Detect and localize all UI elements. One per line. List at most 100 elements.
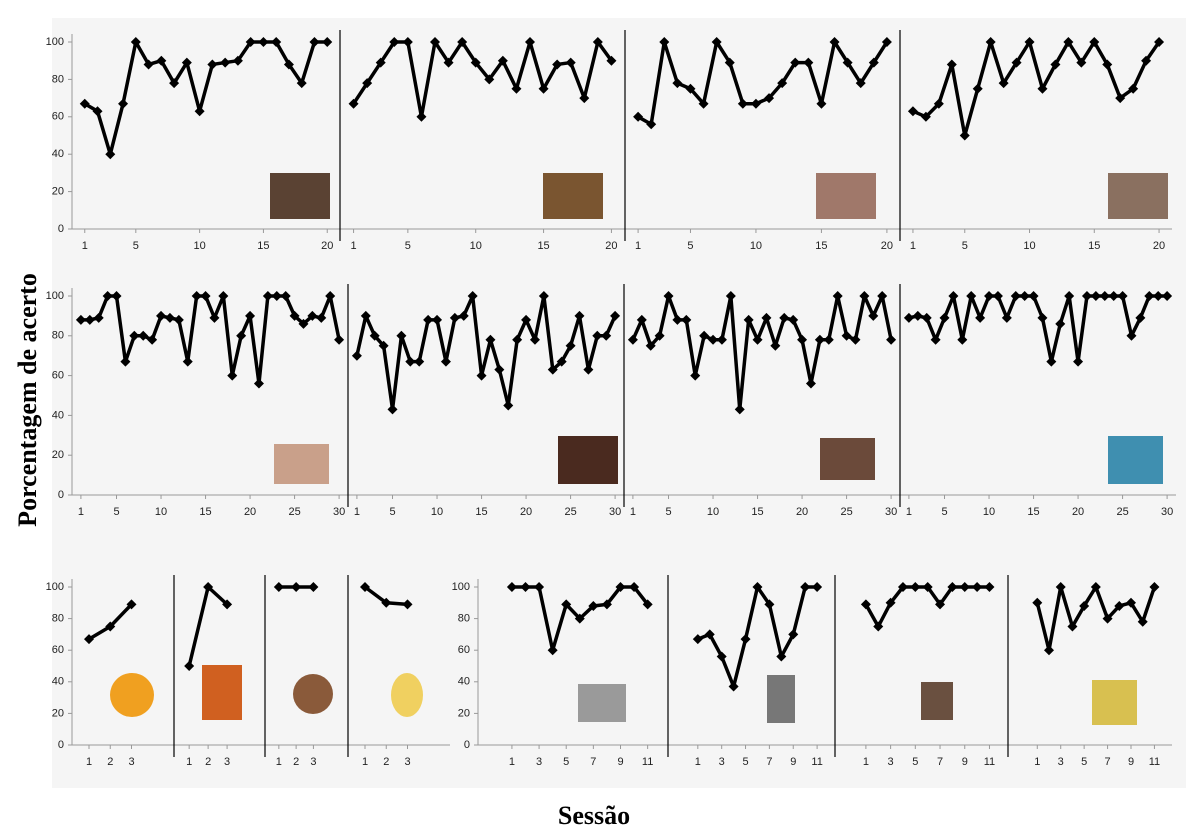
y-tick-label: 80	[52, 613, 64, 625]
x-tick-label: 30	[333, 506, 345, 518]
y-tick-label: 100	[46, 36, 64, 48]
photo	[293, 674, 333, 714]
y-tick-label: 40	[52, 676, 64, 688]
x-tick-label: 10	[750, 240, 762, 252]
x-tick-label: 5	[563, 756, 569, 768]
figure: Porcentagem de acerto Sessão 02040608010…	[0, 0, 1189, 835]
x-tick-label: 5	[687, 240, 693, 252]
x-tick-label: 7	[937, 756, 943, 768]
x-tick-label: 1	[82, 240, 88, 252]
x-tick-label: 20	[321, 240, 333, 252]
y-tick-label: 100	[452, 581, 470, 593]
x-tick-label: 9	[617, 756, 623, 768]
y-tick-label: 0	[58, 223, 64, 235]
y-tick-label: 40	[458, 676, 470, 688]
x-tick-label: 10	[155, 506, 167, 518]
x-tick-label: 2	[205, 756, 211, 768]
x-tick-label: 15	[1027, 506, 1039, 518]
x-tick-label: 5	[912, 756, 918, 768]
x-tick-label: 5	[389, 506, 395, 518]
x-tick-label: 5	[962, 240, 968, 252]
x-tick-label: 3	[536, 756, 542, 768]
x-tick-label: 15	[751, 506, 763, 518]
x-tick-label: 1	[362, 756, 368, 768]
photo	[202, 665, 242, 720]
x-tick-label: 11	[811, 756, 822, 768]
x-tick-label: 15	[257, 240, 269, 252]
x-tick-label: 5	[133, 240, 139, 252]
x-tick-label: 20	[605, 240, 617, 252]
x-tick-label: 20	[796, 506, 808, 518]
x-tick-label: 1	[78, 506, 84, 518]
y-tick-label: 0	[58, 489, 64, 501]
y-tick-label: 20	[52, 449, 64, 461]
x-tick-label: 15	[815, 240, 827, 252]
x-tick-label: 20	[1072, 506, 1084, 518]
y-tick-label: 20	[52, 186, 64, 198]
y-tick-label: 0	[58, 739, 64, 751]
x-tick-label: 30	[609, 506, 621, 518]
x-tick-label: 1	[509, 756, 515, 768]
x-tick-label: 5	[742, 756, 748, 768]
x-tick-label: 9	[962, 756, 968, 768]
x-tick-label: 9	[1128, 756, 1134, 768]
x-tick-label: 25	[1116, 506, 1128, 518]
x-tick-label: 1	[910, 240, 916, 252]
photo	[1092, 680, 1137, 725]
x-axis-label: Sessão	[558, 801, 630, 830]
x-tick-label: 11	[1149, 756, 1160, 768]
y-tick-label: 60	[458, 644, 470, 656]
x-tick-label: 1	[630, 506, 636, 518]
x-tick-label: 3	[404, 756, 410, 768]
x-tick-label: 1	[863, 756, 869, 768]
x-tick-label: 1	[906, 506, 912, 518]
photo	[1108, 173, 1168, 219]
photo	[1108, 436, 1163, 484]
x-tick-label: 1	[354, 506, 360, 518]
photo	[558, 436, 618, 484]
photo	[274, 444, 329, 484]
y-tick-label: 80	[52, 73, 64, 85]
x-tick-label: 25	[840, 506, 852, 518]
x-tick-label: 7	[590, 756, 596, 768]
x-tick-label: 5	[113, 506, 119, 518]
x-tick-label: 15	[1088, 240, 1100, 252]
y-tick-label: 80	[52, 330, 64, 342]
x-tick-label: 5	[941, 506, 947, 518]
photo	[816, 173, 876, 219]
x-tick-label: 3	[310, 756, 316, 768]
x-tick-label: 30	[1161, 506, 1173, 518]
x-tick-label: 3	[1058, 756, 1064, 768]
x-tick-label: 20	[881, 240, 893, 252]
x-tick-label: 1	[86, 756, 92, 768]
photo	[767, 675, 795, 723]
y-axis-label: Porcentagem de acerto	[13, 273, 42, 527]
x-tick-label: 10	[707, 506, 719, 518]
x-tick-label: 1	[1034, 756, 1040, 768]
x-tick-label: 1	[635, 240, 641, 252]
x-tick-label: 2	[107, 756, 113, 768]
x-tick-label: 30	[885, 506, 897, 518]
x-tick-label: 5	[665, 506, 671, 518]
x-tick-label: 11	[984, 756, 995, 768]
x-tick-label: 15	[199, 506, 211, 518]
x-tick-label: 10	[431, 506, 443, 518]
x-tick-label: 20	[520, 506, 532, 518]
x-tick-label: 25	[288, 506, 300, 518]
x-tick-label: 11	[642, 756, 653, 768]
x-tick-label: 20	[1153, 240, 1165, 252]
y-tick-label: 40	[52, 409, 64, 421]
photo	[921, 682, 953, 720]
y-tick-label: 100	[46, 290, 64, 302]
x-tick-label: 7	[1105, 756, 1111, 768]
x-tick-label: 2	[383, 756, 389, 768]
y-tick-label: 80	[458, 613, 470, 625]
x-tick-label: 15	[475, 506, 487, 518]
x-tick-label: 9	[790, 756, 796, 768]
x-tick-label: 3	[128, 756, 134, 768]
y-tick-label: 20	[458, 707, 470, 719]
y-tick-label: 100	[46, 581, 64, 593]
x-tick-label: 7	[766, 756, 772, 768]
x-tick-label: 3	[224, 756, 230, 768]
x-tick-label: 10	[983, 506, 995, 518]
